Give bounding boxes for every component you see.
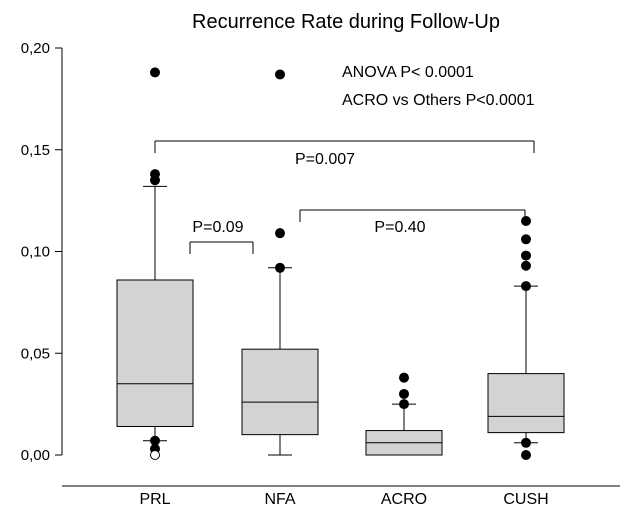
box-series xyxy=(116,67,565,460)
outlier-point xyxy=(521,250,531,261)
outlier-point xyxy=(150,175,160,186)
outlier-point xyxy=(521,450,531,460)
box-body xyxy=(116,279,194,428)
x-tick-label: PRL xyxy=(139,491,170,508)
y-tick-label: 0,15 xyxy=(21,142,50,159)
outlier-point xyxy=(521,215,531,226)
y-tick-label: 0,20 xyxy=(21,40,50,57)
outlier-point xyxy=(275,262,285,273)
bracket-label: P=0.007 xyxy=(295,151,355,168)
outlier-point xyxy=(399,372,409,383)
outlier-point xyxy=(521,260,531,271)
outlier-point xyxy=(521,281,531,292)
outlier-point xyxy=(399,388,409,399)
chart-title: Recurrence Rate during Follow-Up xyxy=(192,11,500,33)
outlier-point-open xyxy=(150,450,160,460)
bracket-label: P=0.40 xyxy=(374,219,425,236)
bracket-nfa-cush: P=0.40 xyxy=(299,209,526,236)
x-tick-label: CUSH xyxy=(503,491,548,508)
y-axis: 0,00 0,05 0,10 0,15 0,20 PRL NFA ACRO CUSH xyxy=(21,40,620,508)
bracket-prl-nfa: P=0.09 xyxy=(189,219,254,254)
box-body xyxy=(487,373,565,434)
outlier-point xyxy=(399,399,409,410)
outlier-point xyxy=(150,435,160,446)
box-prl xyxy=(116,67,194,460)
outlier-point xyxy=(275,69,285,80)
outlier-point xyxy=(521,234,531,245)
y-tick-label: 0,00 xyxy=(21,447,50,464)
box-cush xyxy=(487,215,565,460)
y-tick-label: 0,05 xyxy=(21,345,50,362)
significance-brackets: P=0.007 P=0.09 P=0.40 xyxy=(154,140,535,254)
box-body xyxy=(241,348,319,436)
outlier-point xyxy=(150,67,160,78)
box-nfa xyxy=(241,69,319,456)
y-tick-label: 0,10 xyxy=(21,244,50,261)
bracket-label: P=0.09 xyxy=(192,219,243,236)
bracket-prl-cush: P=0.007 xyxy=(154,140,535,168)
outlier-point xyxy=(275,228,285,239)
outlier-point xyxy=(521,437,531,448)
anova-annotation: ANOVA P< 0.0001 xyxy=(342,64,474,81)
box-acro xyxy=(365,372,443,456)
acro-vs-others-annotation: ACRO vs Others P<0.0001 xyxy=(342,92,535,109)
x-tick-label: NFA xyxy=(264,491,295,508)
x-tick-label: ACRO xyxy=(381,491,427,508)
